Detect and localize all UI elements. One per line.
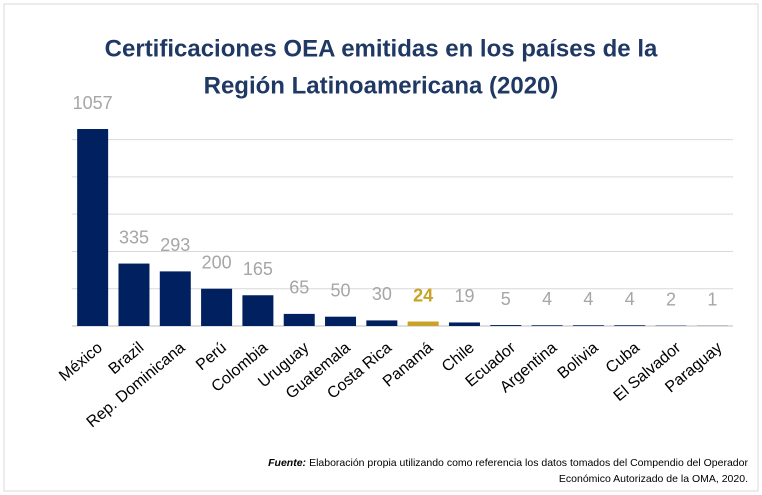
- bar: [448, 322, 480, 326]
- bar: [490, 325, 522, 326]
- source-text: Económico Autorizado de la OMA, 2020.: [559, 473, 748, 485]
- value-label: 19: [454, 286, 474, 306]
- value-label: 4: [583, 289, 593, 309]
- value-label: 1057: [73, 93, 113, 113]
- value-label: 2: [666, 289, 676, 309]
- chart-title: Certificaciones OEA emitidas en los país…: [105, 35, 658, 62]
- bar: [283, 313, 315, 326]
- value-label: 50: [331, 280, 351, 300]
- value-label: 5: [501, 289, 511, 309]
- value-label: 293: [160, 235, 190, 255]
- bar: [531, 325, 563, 326]
- bar: [77, 129, 109, 326]
- bar: [201, 288, 233, 326]
- value-label: 200: [202, 252, 232, 272]
- bar: [366, 320, 398, 326]
- bar: [572, 325, 604, 326]
- bar: [614, 325, 646, 326]
- bar: [407, 321, 439, 326]
- bar: [159, 271, 191, 326]
- value-label: 165: [243, 259, 273, 279]
- value-label: 24: [413, 285, 433, 305]
- frame: [3, 3, 759, 492]
- bar: [325, 316, 357, 326]
- source-label: Fuente:: [268, 457, 306, 469]
- value-label: 335: [119, 227, 149, 247]
- chart-title: Región Latinoamericana (2020): [204, 72, 559, 99]
- value-label: 4: [542, 289, 552, 309]
- value-label: 65: [289, 278, 309, 298]
- value-label: 4: [625, 289, 635, 309]
- bar: [118, 263, 150, 326]
- source-note: Fuente: Elaboración propia utilizando com…: [268, 457, 748, 469]
- value-label: 1: [707, 290, 717, 310]
- value-label: 30: [372, 284, 392, 304]
- bar: [242, 295, 274, 326]
- source-text: Elaboración propia utilizando como refer…: [309, 457, 748, 469]
